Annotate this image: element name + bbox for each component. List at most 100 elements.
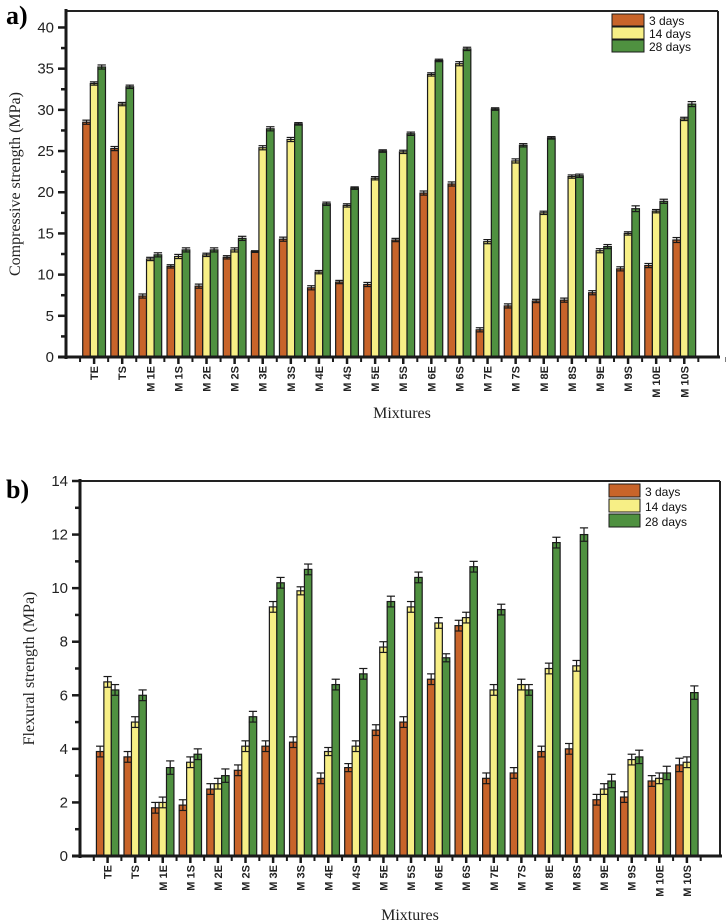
y-tick-label: 15 (37, 225, 54, 242)
x-tick-label: M 2S (241, 865, 253, 891)
bar-3-days-M6E (426, 678, 436, 857)
y-axis-title: Flexural strength (MPa) (21, 592, 38, 746)
x-tick-label: TE (103, 865, 115, 879)
bar-28-days-M8E (552, 542, 561, 857)
bar-14-days-M8E (544, 667, 554, 857)
bar-14-days-M8S (572, 665, 581, 857)
bar-3-days-M5S (399, 721, 408, 857)
bar-3-days-M9S (616, 268, 625, 358)
y-tick-label: 35 (37, 61, 54, 78)
bar-3-days-TE (95, 750, 105, 857)
bar-28-days-M10E (659, 200, 669, 358)
x-tick-label: M 7E (489, 865, 501, 891)
x-tick-label: TE (89, 366, 101, 380)
x-tick-label: M 8E (539, 366, 551, 392)
x-tick-label: M 10E (654, 865, 666, 897)
bar-28-days-M9S (634, 756, 644, 857)
bar-28-days-M7S (518, 144, 528, 358)
x-tick-label: M 5E (370, 366, 382, 392)
bar-14-days-M3S (286, 138, 296, 358)
bar-28-days-M7E (496, 608, 506, 857)
bar-14-days-TS (130, 721, 140, 857)
bar-14-days-M7S (517, 683, 526, 857)
bar-3-days-TE (82, 121, 91, 358)
bar-3-days-M6S (447, 183, 457, 358)
legend-swatch-28-days (608, 513, 641, 528)
y-tick-label: 20 (37, 184, 54, 201)
bar-28-days-TS (138, 694, 147, 857)
bar-14-days-M6E (434, 622, 443, 857)
x-tick-label: M 10S (679, 366, 691, 398)
bar-3-days-M10E (644, 264, 653, 358)
x-tick-label: M 9E (595, 366, 607, 392)
y-tick-label: 10 (37, 267, 54, 284)
legend-label: 28 days (645, 515, 687, 529)
bar-14-days-M4E (314, 271, 324, 358)
bar-14-days-M1E (145, 258, 155, 358)
bar-28-days-M1E (165, 767, 175, 857)
bar-3-days-M7S (503, 305, 513, 358)
bar-14-days-M6S (455, 63, 464, 358)
x-tick-label: M 7S (511, 366, 523, 392)
bar-14-days-M6S (461, 617, 471, 857)
x-axis-title: Mixtures (373, 405, 431, 422)
bar-3-days-M9S (619, 796, 629, 857)
bar-14-days-M10E (651, 210, 661, 358)
bar-28-days-M2S (248, 716, 258, 857)
bar-28-days-M5S (406, 133, 416, 358)
bar-14-days-M5S (406, 606, 416, 857)
bar-14-days-M6E (426, 73, 436, 358)
x-tick-label: M 2E (213, 865, 225, 891)
chart-compressive-strength: a) 0 5 10 15 20 25 30 35 40 TE TS M 1E M 1S M 2E M 2S M … (6, 1, 726, 422)
legend-label: 14 days (645, 500, 687, 514)
bar-28-days-M6E (441, 657, 451, 857)
x-axis-title: Mixtures (381, 907, 439, 923)
x-tick-label: M 1E (158, 865, 170, 891)
bar-14-days-M1S (174, 255, 183, 358)
y-axis-title: Compressive strength (MPa) (7, 92, 24, 276)
bar-3-days-M7E (482, 777, 491, 857)
y-tick-label: 40 (37, 19, 54, 36)
bar-28-days-TE (110, 689, 120, 857)
bar-3-days-TS (110, 147, 120, 358)
bar-14-days-M3E (268, 606, 278, 857)
bar-28-days-M9E (607, 780, 616, 857)
bar-28-days-M6S (462, 48, 472, 358)
x-tick-label: M 5S (398, 366, 410, 392)
bar-3-days-M8E (531, 300, 541, 358)
bar-28-days-M5S (414, 576, 423, 857)
bar-28-days-M6E (434, 59, 444, 358)
bar-28-days-M4E (331, 683, 341, 857)
x-tick-label: M 4S (351, 865, 363, 891)
y-tick-label: 10 (51, 580, 68, 597)
bar-14-days-M5E (370, 177, 380, 358)
x-tick-label: M 1S (173, 366, 185, 392)
bar-28-days-M8E (546, 137, 556, 358)
x-tick-label: M 6S (461, 865, 473, 891)
legend-swatch-3-days (608, 483, 641, 498)
bar-28-days-M8S (575, 175, 584, 358)
legend-swatch-14-days (608, 498, 641, 513)
x-tick-label: M 2E (202, 366, 214, 392)
bar-28-days-M7S (524, 689, 534, 857)
bar-3-days-M4S (344, 767, 353, 857)
x-tick-label: M 9E (599, 865, 611, 891)
bar-3-days-M5E (363, 283, 372, 358)
bar-14-days-M9S (627, 758, 637, 857)
bar-28-days-M3E (276, 582, 285, 857)
bar-3-days-M4E (316, 777, 326, 857)
y-tick-label: 14 (51, 473, 68, 490)
bar-3-days-M2S (233, 769, 243, 857)
bar-14-days-M10S (682, 761, 692, 857)
x-tick-label: TS (117, 366, 129, 380)
bar-3-days-M1S (166, 265, 176, 358)
bar-28-days-M2E (221, 775, 230, 857)
bar-3-days-M3S (278, 238, 288, 358)
bar-14-days-M4E (323, 750, 333, 857)
panel-label: b) (6, 475, 29, 504)
bar-14-days-M4S (342, 204, 352, 358)
bar-3-days-M8E (537, 750, 546, 857)
bar-14-days-M10E (654, 777, 664, 857)
legend-label: 3 days (645, 485, 680, 499)
